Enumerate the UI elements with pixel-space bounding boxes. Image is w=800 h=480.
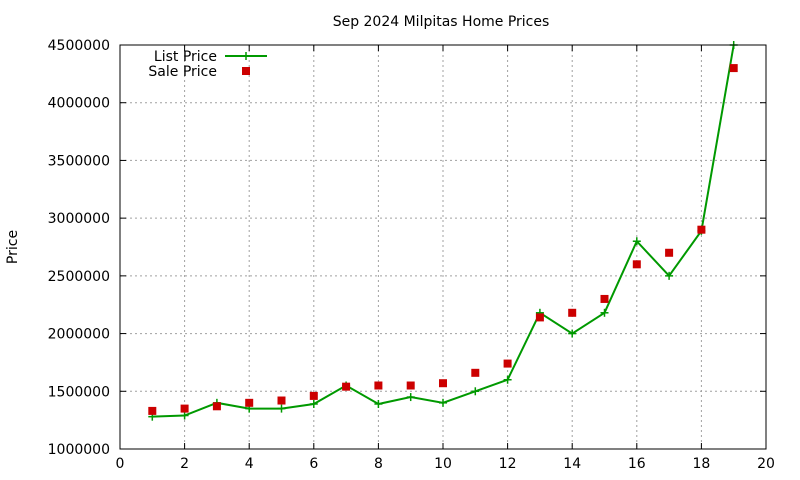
point-sale-price bbox=[697, 225, 706, 234]
y-tick-label: 1500000 bbox=[48, 384, 110, 400]
legend-label-sale-price: Sale Price bbox=[148, 64, 217, 80]
series bbox=[148, 41, 738, 421]
point-sale-price bbox=[600, 294, 609, 303]
point-list-price bbox=[180, 411, 189, 420]
x-tick-label: 18 bbox=[692, 456, 710, 472]
point-sale-price bbox=[342, 382, 351, 391]
y-tick-label: 3500000 bbox=[48, 153, 110, 169]
point-list-price bbox=[374, 399, 383, 408]
point-sale-price bbox=[180, 404, 189, 413]
point-sale-price bbox=[471, 368, 480, 377]
x-tick-label: 10 bbox=[434, 456, 452, 472]
y-tick-label: 3000000 bbox=[48, 211, 110, 227]
point-list-price bbox=[568, 329, 577, 338]
y-tick-label: 4500000 bbox=[48, 38, 110, 54]
point-sale-price bbox=[212, 402, 221, 411]
legend-marker-list-price bbox=[242, 52, 250, 60]
point-sale-price bbox=[148, 406, 157, 415]
y-tick-label: 2500000 bbox=[48, 269, 110, 285]
x-tick-label: 6 bbox=[309, 456, 318, 472]
point-sale-price bbox=[665, 248, 674, 257]
legend-label-list-price: List Price bbox=[154, 49, 217, 65]
x-tick-label: 14 bbox=[563, 456, 581, 472]
point-list-price bbox=[277, 404, 286, 413]
point-sale-price bbox=[245, 398, 254, 407]
point-sale-price bbox=[277, 396, 286, 405]
axis-ticks: 0 2 4 6 8 10 12 14 16 18 20 1000000 1500000 2000000 25… bbox=[48, 38, 775, 472]
x-tick-label: 0 bbox=[116, 456, 125, 472]
point-list-price bbox=[503, 375, 512, 384]
x-tick-label: 16 bbox=[628, 456, 646, 472]
y-tick-label: 4000000 bbox=[48, 96, 110, 112]
y-tick-label: 1000000 bbox=[48, 442, 110, 458]
point-list-price bbox=[439, 398, 447, 407]
x-tick-label: 4 bbox=[245, 456, 254, 472]
x-tick-label: 2 bbox=[180, 456, 189, 472]
point-sale-price bbox=[535, 313, 544, 322]
plot-frame bbox=[119, 44, 767, 450]
point-sale-price bbox=[406, 381, 415, 390]
point-sale-price bbox=[374, 381, 383, 390]
point-sale-price bbox=[439, 379, 447, 388]
point-sale-price bbox=[568, 308, 577, 317]
point-list-price bbox=[665, 271, 674, 280]
point-sale-price bbox=[503, 359, 512, 368]
y-axis-label: Price bbox=[5, 230, 21, 264]
grid bbox=[120, 45, 766, 449]
legend: List Price Sale Price bbox=[148, 49, 267, 80]
point-sale-price bbox=[632, 260, 641, 269]
legend-marker-sale-price bbox=[242, 67, 250, 75]
chart-title: Sep 2024 Milpitas Home Prices bbox=[333, 14, 550, 30]
point-list-price bbox=[309, 399, 318, 408]
point-list-price bbox=[600, 308, 609, 317]
point-list-price bbox=[471, 387, 480, 396]
x-tick-label: 8 bbox=[374, 456, 383, 472]
point-list-price bbox=[632, 237, 641, 246]
point-sale-price bbox=[309, 391, 318, 400]
point-sale-price bbox=[729, 64, 738, 73]
point-list-price bbox=[406, 393, 415, 402]
x-tick-label: 20 bbox=[757, 456, 775, 472]
y-tick-label: 2000000 bbox=[48, 327, 110, 343]
x-tick-label: 12 bbox=[499, 456, 517, 472]
